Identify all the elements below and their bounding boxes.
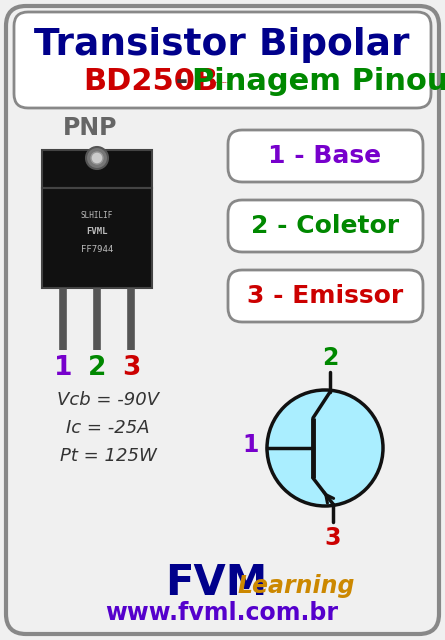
- Text: 2: 2: [322, 346, 338, 370]
- Text: Vcb = -90V: Vcb = -90V: [57, 391, 159, 409]
- Text: Ic = -25A: Ic = -25A: [66, 419, 150, 437]
- Text: SLHILIF: SLHILIF: [81, 211, 113, 220]
- FancyBboxPatch shape: [6, 6, 439, 634]
- Text: 1: 1: [243, 433, 259, 457]
- Text: -: -: [165, 67, 199, 97]
- Text: Learning: Learning: [237, 574, 354, 598]
- Text: 3: 3: [325, 526, 341, 550]
- FancyBboxPatch shape: [228, 130, 423, 182]
- Circle shape: [91, 152, 103, 164]
- Text: www.fvml.com.br: www.fvml.com.br: [105, 601, 339, 625]
- Text: FVML: FVML: [86, 227, 108, 237]
- FancyBboxPatch shape: [228, 270, 423, 322]
- FancyBboxPatch shape: [42, 150, 152, 188]
- Text: FF7944: FF7944: [81, 244, 113, 253]
- Text: 1 - Base: 1 - Base: [268, 144, 381, 168]
- Text: BD250B - Pinagem Pinout: BD250B - Pinagem Pinout: [212, 81, 232, 83]
- FancyBboxPatch shape: [42, 188, 152, 288]
- Text: PNP: PNP: [63, 116, 117, 140]
- Text: Pt = 125W: Pt = 125W: [60, 447, 156, 465]
- Text: 2 - Coletor: 2 - Coletor: [251, 214, 399, 238]
- Text: Pinagem Pinout: Pinagem Pinout: [192, 67, 445, 97]
- Text: 3 - Emissor: 3 - Emissor: [247, 284, 403, 308]
- Text: BD250B: BD250B: [83, 67, 218, 97]
- Text: 3: 3: [122, 355, 140, 381]
- Circle shape: [267, 390, 383, 506]
- Text: FVM: FVM: [165, 562, 267, 604]
- FancyBboxPatch shape: [228, 200, 423, 252]
- FancyBboxPatch shape: [14, 12, 431, 108]
- Circle shape: [86, 147, 108, 169]
- Text: 2: 2: [88, 355, 106, 381]
- Text: 1: 1: [54, 355, 72, 381]
- Text: Transistor Bipolar: Transistor Bipolar: [34, 27, 410, 63]
